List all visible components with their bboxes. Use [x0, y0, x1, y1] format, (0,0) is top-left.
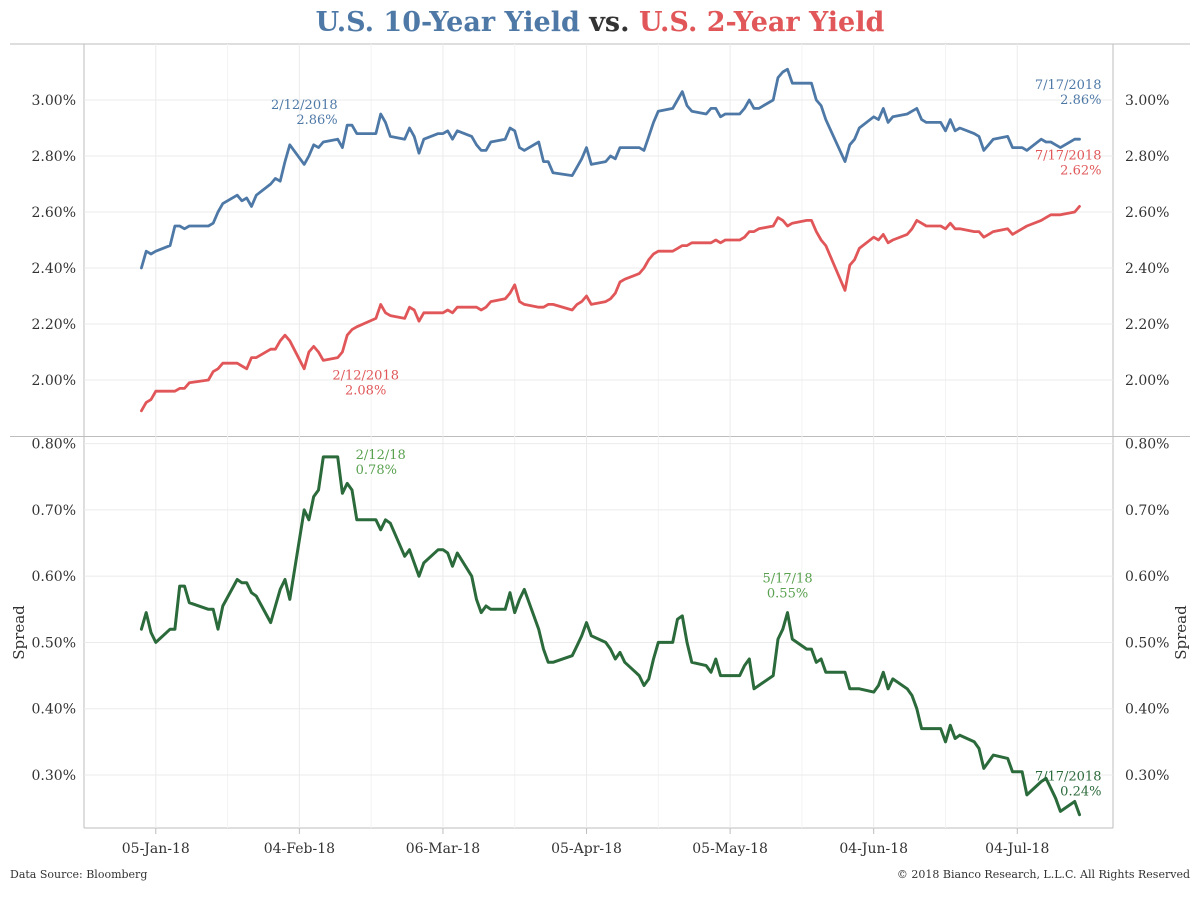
spread-y-tick-label-left: 0.50% [32, 635, 76, 651]
spread-y-tick-label-left: 0.80% [32, 437, 76, 453]
spread-y-tick-label-right: 0.50% [1125, 635, 1169, 651]
x-tick-label: 05-Apr-18 [551, 841, 622, 857]
yield-y-tick-label-right: 3.00% [1125, 93, 1169, 109]
spread-annotation-feb-value: 0.78% [356, 463, 397, 478]
spread-line [139, 455, 1081, 817]
yield-y-tick-label-left: 2.20% [32, 317, 76, 333]
x-tick-label: 04-Jul-18 [985, 841, 1049, 857]
spread-y-tick-label-right: 0.60% [1125, 569, 1169, 585]
spread-y-tick-label-left: 0.40% [32, 702, 76, 718]
yield-y-tick-label-left: 2.40% [32, 261, 76, 277]
title-ten-year: U.S. 10-Year Yield [315, 7, 580, 38]
x-tick-label: 04-Jun-18 [839, 841, 908, 857]
yield-y-tick-label-right: 2.80% [1125, 149, 1169, 165]
spread-y-tick-label-right: 0.70% [1125, 503, 1169, 519]
ten-year-annotation-jul-date: 7/17/2018 [1035, 78, 1102, 93]
x-tick-label: 05-Jan-18 [122, 841, 190, 857]
ten-year-annotation-feb-value: 2.86% [296, 113, 337, 128]
spread-y-tick-label-left: 0.30% [32, 768, 76, 784]
yield-y-tick-label-left: 2.80% [32, 149, 76, 165]
yield-y-tick-label-right: 2.20% [1125, 317, 1169, 333]
two-year-annotation-feb-value: 2.08% [345, 384, 386, 399]
yield-y-tick-label-left: 2.00% [32, 373, 76, 389]
footer-source: Data Source: Bloomberg [10, 868, 148, 881]
chart-title: U.S. 10-Year Yield vs. U.S. 2-Year Yield [0, 6, 1200, 40]
x-tick-label: 06-Mar-18 [406, 841, 480, 857]
spread-y-tick-label-right: 0.30% [1125, 768, 1169, 784]
spread-y-tick-label-left: 0.70% [32, 503, 76, 519]
ten-year-annotation-jul-value: 2.86% [1060, 93, 1101, 108]
two-year-yield-line [139, 204, 1081, 413]
ten-year-annotation-feb-date: 2/12/2018 [271, 98, 338, 113]
spread-y-tick-label-right: 0.40% [1125, 702, 1169, 718]
spread-annotation-may-value: 0.55% [767, 586, 808, 601]
title-vs: vs. [579, 7, 639, 38]
title-two-year: U.S. 2-Year Yield [638, 7, 885, 38]
spread-y-tick-label-left: 0.60% [32, 569, 76, 585]
spread-annotation-jul-value: 0.24% [1060, 785, 1101, 800]
spread-annotation-jul-date: 7/17/2018 [1035, 770, 1102, 785]
yield-y-tick-label-left: 2.60% [32, 205, 76, 221]
spread-axis-title-right: Spread [1172, 605, 1190, 660]
spread-y-tick-label-right: 0.80% [1125, 437, 1169, 453]
yield-y-tick-label-right: 2.60% [1125, 205, 1169, 221]
x-tick-label: 04-Feb-18 [264, 841, 335, 857]
yield-y-tick-label-right: 2.00% [1125, 373, 1169, 389]
spread-annotation-may-date: 5/17/18 [762, 571, 812, 586]
spread-annotation-feb-date: 2/12/18 [356, 448, 406, 463]
yield-y-tick-label-left: 3.00% [32, 93, 76, 109]
footer-copyright: © 2018 Bianco Research, L.L.C. All Right… [896, 868, 1190, 881]
two-year-annotation-jul-value: 2.62% [1060, 163, 1101, 178]
ten-year-yield-line [139, 67, 1081, 270]
two-year-annotation-feb-date: 2/12/2018 [332, 369, 399, 384]
spread-axis-title-left: Spread [10, 605, 28, 660]
yield-y-tick-label-right: 2.40% [1125, 261, 1169, 277]
two-year-annotation-jul-date: 7/17/2018 [1035, 148, 1102, 163]
x-tick-label: 05-May-18 [692, 841, 768, 857]
